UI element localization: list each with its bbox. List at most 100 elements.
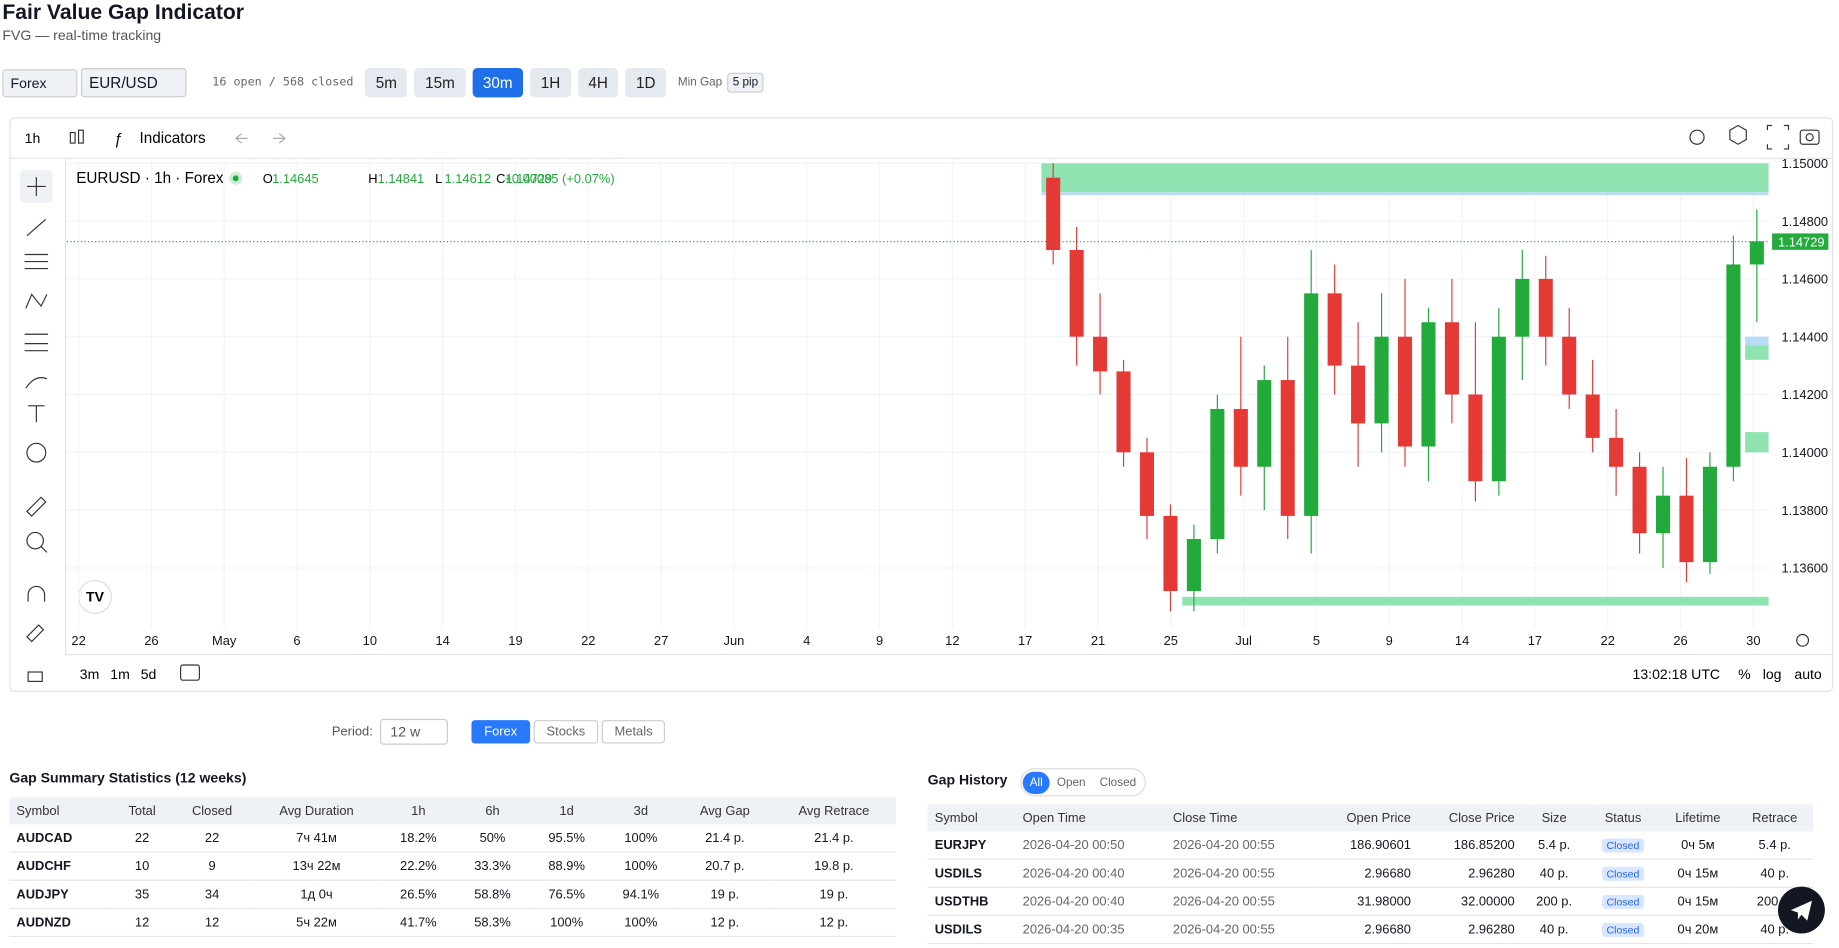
market-button[interactable]: Metals [601, 720, 666, 744]
period-select[interactable]: 12 w [379, 718, 448, 745]
cell: 100% [603, 852, 678, 881]
cell: 12 p. [677, 908, 772, 938]
chart: 1h ƒ Indicators TV 22 26 May 6 10 14 19 22 27 Jun [10, 124, 1832, 682]
x-tick-label: 25 [1164, 633, 1178, 648]
ohlc-value: 1.14841 [378, 171, 425, 186]
x-tick-label: 9 [876, 633, 883, 648]
cell: 0ч 20м [1659, 915, 1737, 945]
candle-body [1726, 264, 1741, 467]
cell: 12 [172, 908, 252, 938]
drawing-tools[interactable] [19, 170, 53, 682]
timeframe-button[interactable]: 1D [625, 68, 667, 98]
cell: 2.96680 [1316, 859, 1419, 888]
column-header: Open Price [1316, 804, 1419, 832]
cell: 2026-04-20 00:40 [1015, 887, 1166, 916]
table-row: AUDCAD 22 22 7ч 41м 18.2% 50% 95.5% 100% 21.4 p.… [9, 824, 897, 853]
market-button[interactable]: Stocks [533, 720, 599, 744]
top-right-icons[interactable] [1689, 124, 1820, 150]
ohlc-label: L [435, 171, 442, 186]
column-header: Symbol [927, 804, 1016, 832]
legend-title: EURUSD · 1h · Forex [76, 170, 224, 187]
filter-tab[interactable]: Closed [1099, 776, 1137, 790]
cell: EURJPY [927, 831, 1016, 860]
chart-widget: 1h ƒ Indicators TV 22 26 May 6 10 14 19 22 27 Jun [9, 117, 1834, 692]
clock: 13:02:18 UTC [1633, 666, 1721, 682]
candle-icon[interactable] [69, 129, 84, 144]
cell: 20.7 p. [677, 852, 772, 881]
cell: 76.5% [529, 880, 604, 909]
page-title: Fair Value Gap Indicator [2, 0, 245, 24]
min-gap[interactable]: 5 pip [726, 72, 765, 93]
axis-option[interactable]: log [1763, 666, 1782, 682]
cell: 50% [455, 824, 530, 853]
undo[interactable] [235, 133, 248, 144]
x-tick-label: 30 [1746, 633, 1760, 648]
x-tick-label: 22 [71, 633, 85, 648]
history-table: Symbol Open Time Close Time Open Price Close… [927, 804, 1814, 945]
fvg-zone [1745, 345, 1769, 360]
timeframe-button[interactable]: 4H [577, 68, 619, 98]
telegram-button[interactable] [1777, 886, 1825, 934]
cell: 94.1% [603, 880, 678, 909]
cell: 2026-04-20 00:35 [1015, 915, 1166, 945]
cell: 5.4 p. [1736, 831, 1814, 860]
candle-body [1538, 278, 1553, 337]
cell: 13ч 22м [251, 852, 382, 881]
axis-option[interactable]: auto [1794, 666, 1822, 682]
timeframes: 5m 15m 30m 1H 4H 1D [365, 68, 673, 98]
cell: 1д 0ч [251, 880, 382, 909]
timeframe-button[interactable]: 30m [472, 68, 524, 98]
x-tick-label: 21 [1091, 633, 1105, 648]
candle-body [1749, 241, 1764, 265]
cell: 7ч 41м [251, 824, 382, 853]
cell: 2026-04-20 00:55 [1165, 859, 1317, 888]
cell: 9 [172, 852, 252, 881]
cell: 2026-04-20 00:55 [1165, 915, 1317, 945]
ohlc-label: O [263, 171, 273, 186]
filter-tab[interactable]: All [1022, 771, 1050, 794]
telegram-icon [1790, 900, 1812, 921]
header-row: Symbol Open Time Close Time Open Price Close… [927, 804, 1814, 832]
last-price-tag [1772, 233, 1829, 250]
candle-body [1280, 380, 1295, 516]
symbol-select[interactable]: EUR/USD [80, 68, 187, 98]
gap-counts: 16 open / 568 closed [212, 76, 354, 90]
subtitle: FVG — real-time tracking [2, 26, 162, 44]
indicators[interactable]: Indicators [140, 130, 206, 147]
live-dot [229, 171, 243, 185]
cell: 22.2% [381, 852, 456, 881]
range-button[interactable]: 1m [110, 666, 130, 682]
date-range-icon[interactable] [180, 664, 200, 681]
market-select[interactable]: Forex [2, 68, 78, 97]
filter-tab[interactable]: Open [1056, 776, 1086, 790]
period-label: Period: [331, 724, 373, 739]
column-header: 3d [603, 797, 678, 825]
cell: 12 [111, 908, 173, 938]
column-header: Avg Gap [677, 797, 772, 825]
markets: Forex Stocks Metals [471, 720, 669, 744]
x-tick-label: 14 [435, 633, 449, 648]
interval[interactable]: 1h [25, 130, 41, 146]
cell: 21.4 p. [771, 824, 897, 853]
redo[interactable] [273, 133, 286, 144]
candle-body [1491, 336, 1506, 482]
axis-settings[interactable] [1796, 633, 1810, 647]
cell: 200 p. [1521, 887, 1587, 916]
cell: 33.3% [455, 852, 530, 881]
table-row: USDILS 2026-04-20 00:35 2026-04-20 00:55 2.… [927, 915, 1814, 945]
column-header: Avg Retrace [771, 797, 897, 825]
timeframe-button[interactable]: 5m [365, 68, 408, 98]
market-button[interactable]: Forex [471, 720, 531, 744]
cell: USDILS [927, 859, 1016, 888]
candle-body [1116, 371, 1131, 453]
x-tick-label: 27 [654, 633, 668, 648]
range-button[interactable]: 3m [80, 666, 100, 682]
min-gap-label: Min Gap [677, 76, 723, 90]
timeframe-button[interactable]: 1H [530, 68, 571, 98]
axis-option[interactable]: % [1738, 666, 1751, 682]
y-tick-label: 1.13600 [1781, 561, 1828, 576]
timeframe-button[interactable]: 15m [414, 68, 466, 98]
range-button[interactable]: 5d [141, 666, 157, 682]
x-tick-label: 4 [803, 633, 810, 648]
cell: 58.3% [455, 908, 530, 938]
